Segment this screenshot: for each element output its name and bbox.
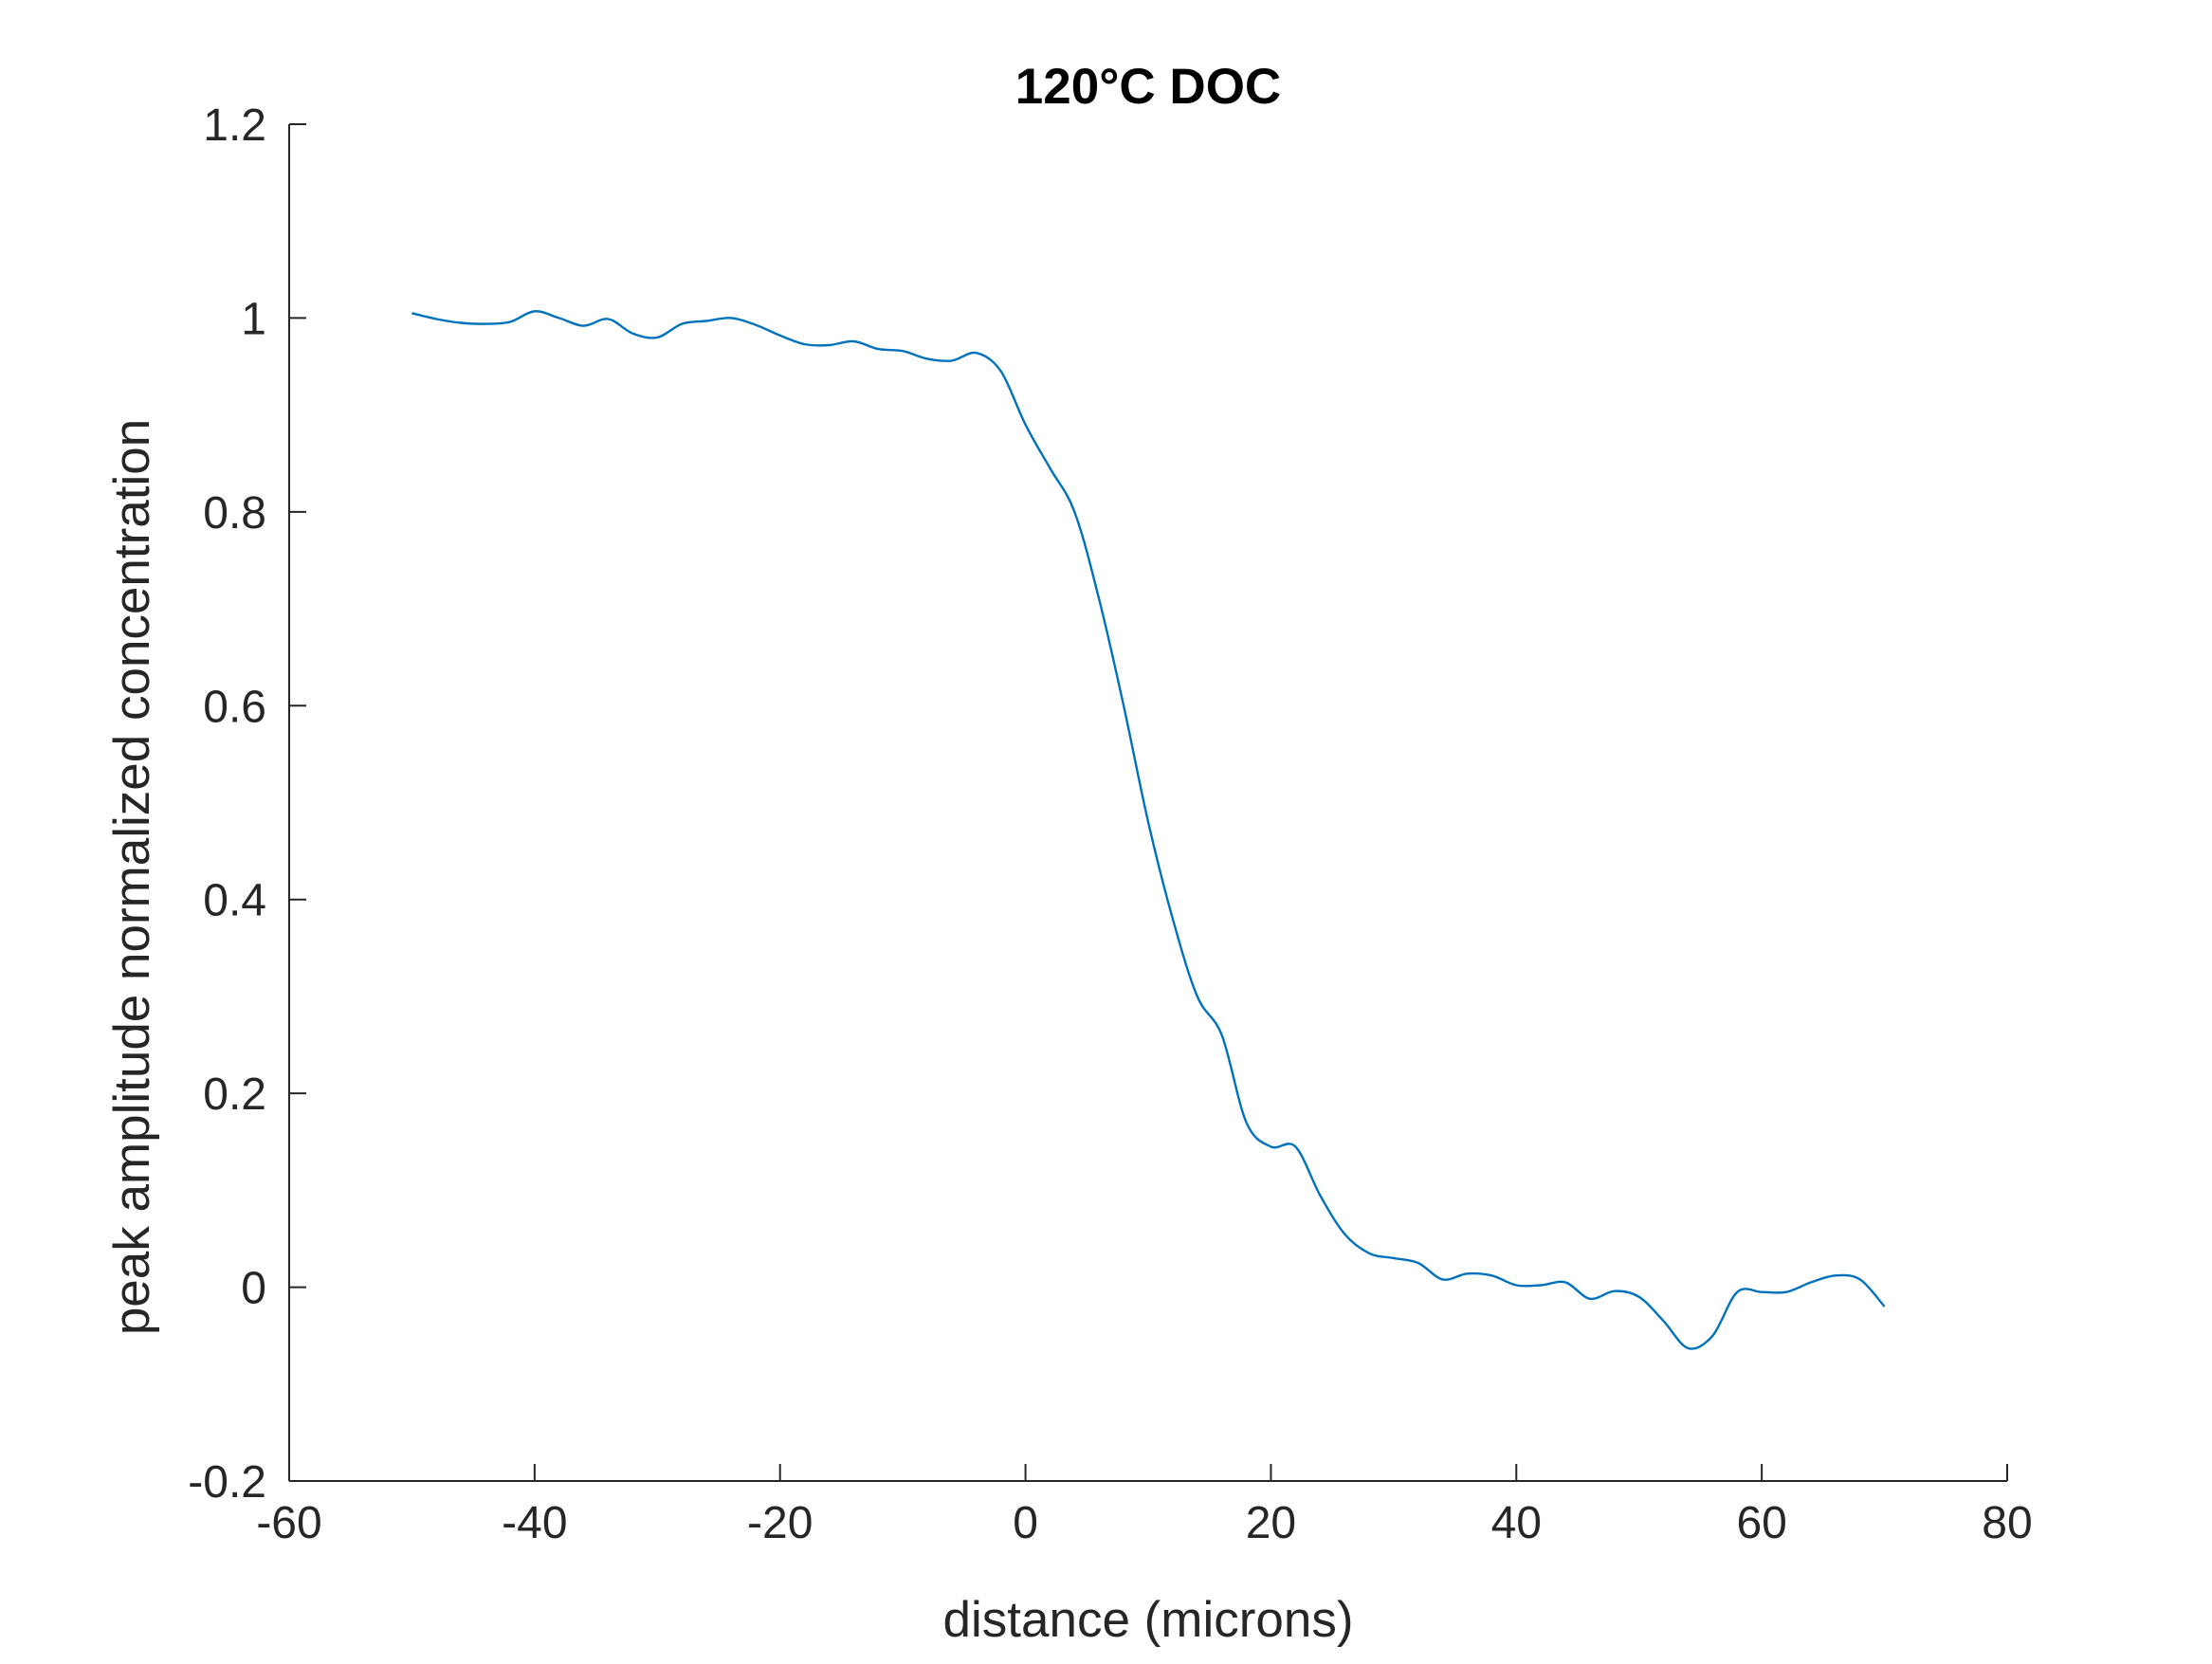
- chart-title: 120°C DOC: [1015, 59, 1281, 115]
- x-tick-label: -40: [502, 1498, 567, 1548]
- x-tick-label: 40: [1491, 1498, 1542, 1548]
- x-axis-label: distance (microns): [943, 1592, 1354, 1648]
- y-tick-label: -0.2: [188, 1457, 266, 1508]
- x-tick-label: 60: [1736, 1498, 1786, 1548]
- x-tick-label: 80: [1982, 1498, 2032, 1548]
- x-tick-label: -20: [747, 1498, 813, 1548]
- x-tick-label: 20: [1246, 1498, 1296, 1548]
- axes: -60 -40 -20 0 20 40 60 80 -0.2 0 0.2 0.4 0.6 0.8 1 1.2: [188, 101, 2032, 1548]
- y-tick-label: 0.2: [203, 1070, 266, 1120]
- y-tick-label: 1: [241, 294, 266, 344]
- y-tick-label: 0.6: [203, 682, 266, 732]
- y-tick-label: 1.2: [203, 101, 266, 151]
- y-tick-label: 0: [241, 1264, 266, 1314]
- plot-area: [411, 310, 1886, 1350]
- series-line: [411, 310, 1886, 1350]
- y-tick-label: 0.8: [203, 488, 266, 539]
- x-tick-label: -60: [256, 1498, 321, 1548]
- x-tick-label: 0: [1013, 1498, 1038, 1548]
- y-tick-label: 0.4: [203, 876, 266, 926]
- y-axis-label: peak amplitude normalized concentration: [104, 419, 160, 1335]
